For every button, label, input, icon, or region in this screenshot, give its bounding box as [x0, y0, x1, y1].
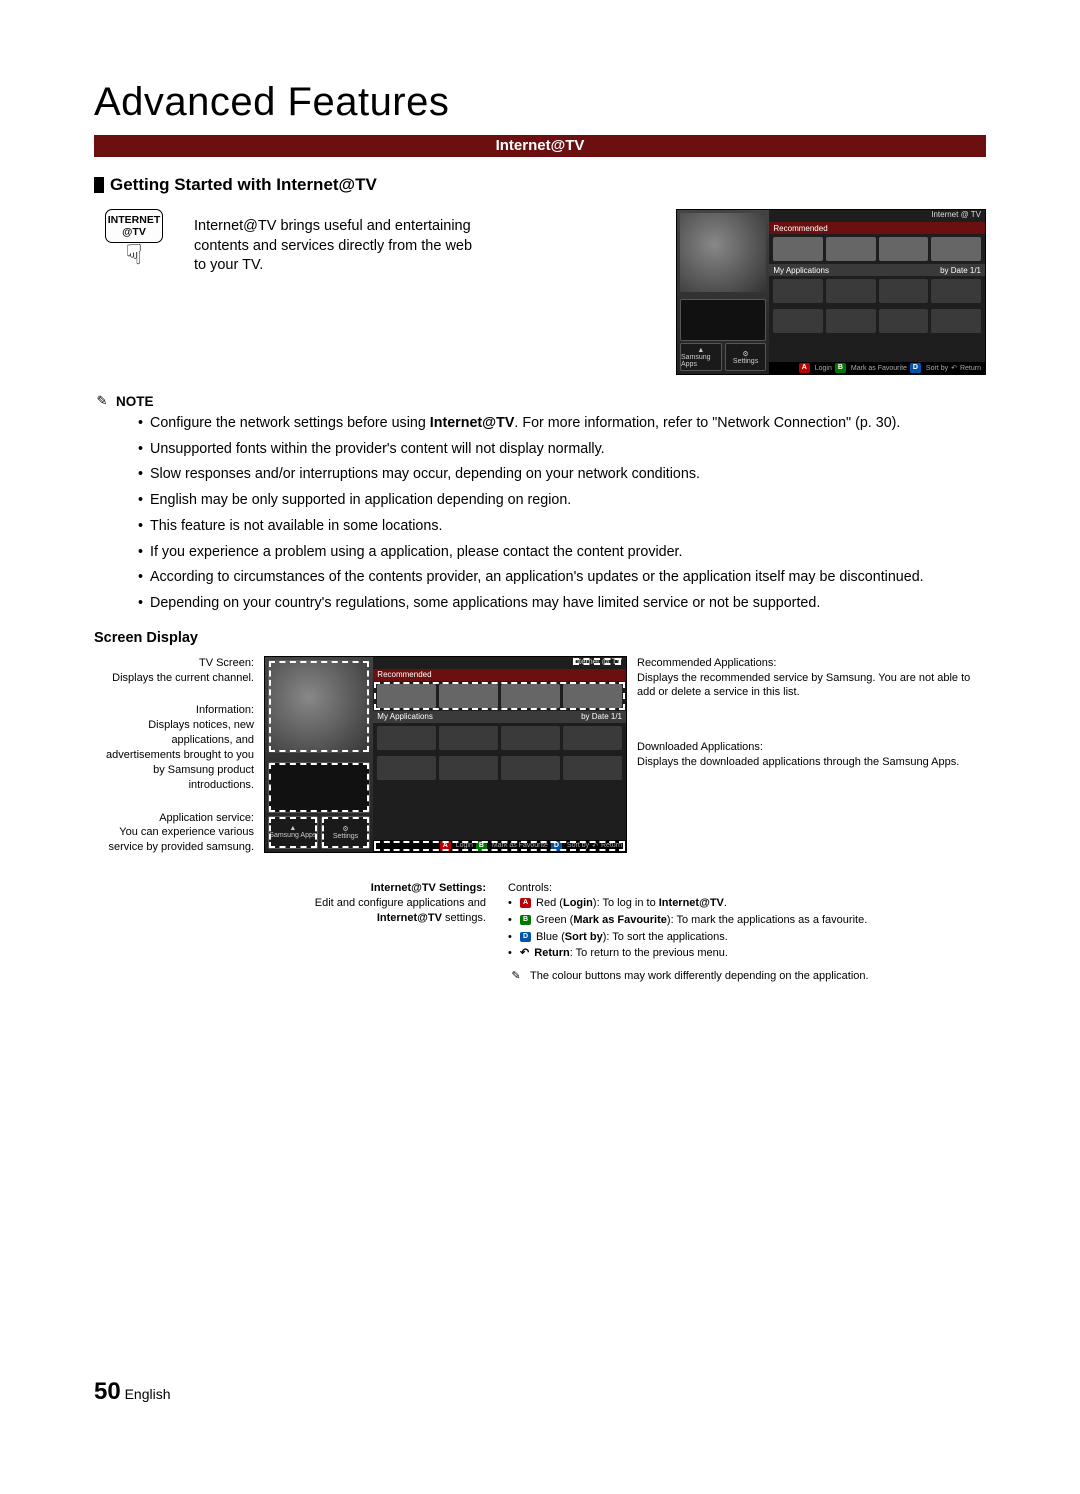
section-banner: Internet@TV	[94, 135, 986, 157]
page-number: 50 English	[94, 1378, 171, 1406]
note-item: According to circumstances of the conten…	[138, 567, 986, 588]
section-marker	[94, 177, 104, 193]
screen-diagram: TV Screen: Displays the current channel.…	[94, 656, 986, 873]
controls-footnote: The colour buttons may work differently …	[530, 969, 869, 985]
green-badge-icon: B	[520, 915, 531, 925]
note-item: Configure the network settings before us…	[138, 413, 986, 434]
label-tv-screen-desc: Displays the current channel.	[94, 671, 254, 686]
tv-preview-large: ▲Samsung Apps ⚙Settings Internet @ TV Re…	[264, 656, 627, 853]
label-tv-screen-title: TV Screen:	[94, 656, 254, 671]
label-rec-title: Recommended Applications:	[637, 657, 776, 669]
remote-key-line2: @TV	[122, 226, 146, 238]
label-rec-desc: Displays the recommended service by Sams…	[637, 672, 970, 699]
note-item: If you experience a problem using a appl…	[138, 542, 986, 563]
note-item: Unsupported fonts within the provider's …	[138, 439, 986, 460]
remote-button-illustration: INTERNET @TV ☟	[94, 209, 174, 375]
red-badge-icon: A	[520, 898, 531, 908]
hand-icon: ☟	[94, 241, 174, 269]
tv-preview-small: ▲Samsung Apps ⚙Settings Internet @ TV Re…	[676, 209, 986, 375]
label-appservice-title: Application service:	[94, 811, 254, 826]
controls-heading: Controls:	[508, 882, 552, 894]
note-item: English may be only supported in applica…	[138, 490, 986, 511]
screen-display-heading: Screen Display	[94, 630, 986, 646]
return-icon: ↶	[520, 946, 529, 961]
label-dl-desc: Displays the downloaded applications thr…	[637, 756, 959, 768]
intro-paragraph: Internet@TV brings useful and entertaini…	[194, 209, 474, 375]
remote-key-line1: INTERNET	[108, 214, 161, 226]
settings-callout: Internet@TV Settings: Edit and configure…	[254, 881, 486, 985]
label-info-title: Information:	[94, 703, 254, 718]
page-title: Advanced Features	[94, 80, 986, 125]
note-item: This feature is not available in some lo…	[138, 516, 986, 537]
controls-list: A Red (Login): To log in to Internet@TV.…	[508, 896, 986, 961]
note-label: NOTE	[116, 394, 154, 409]
blue-badge-icon: D	[520, 932, 531, 942]
note-list: Configure the network settings before us…	[94, 413, 986, 614]
label-info-desc: Displays notices, new applications, and …	[94, 718, 254, 792]
note-icon: ✎	[508, 969, 524, 985]
note-icon: ✎	[94, 393, 110, 409]
note-item: Depending on your country's regulations,…	[138, 593, 986, 614]
label-dl-title: Downloaded Applications:	[637, 741, 763, 753]
label-appservice-desc: You can experience various service by pr…	[94, 825, 254, 855]
note-item: Slow responses and/or interruptions may …	[138, 464, 986, 485]
section-heading: Getting Started with Internet@TV	[110, 175, 377, 195]
